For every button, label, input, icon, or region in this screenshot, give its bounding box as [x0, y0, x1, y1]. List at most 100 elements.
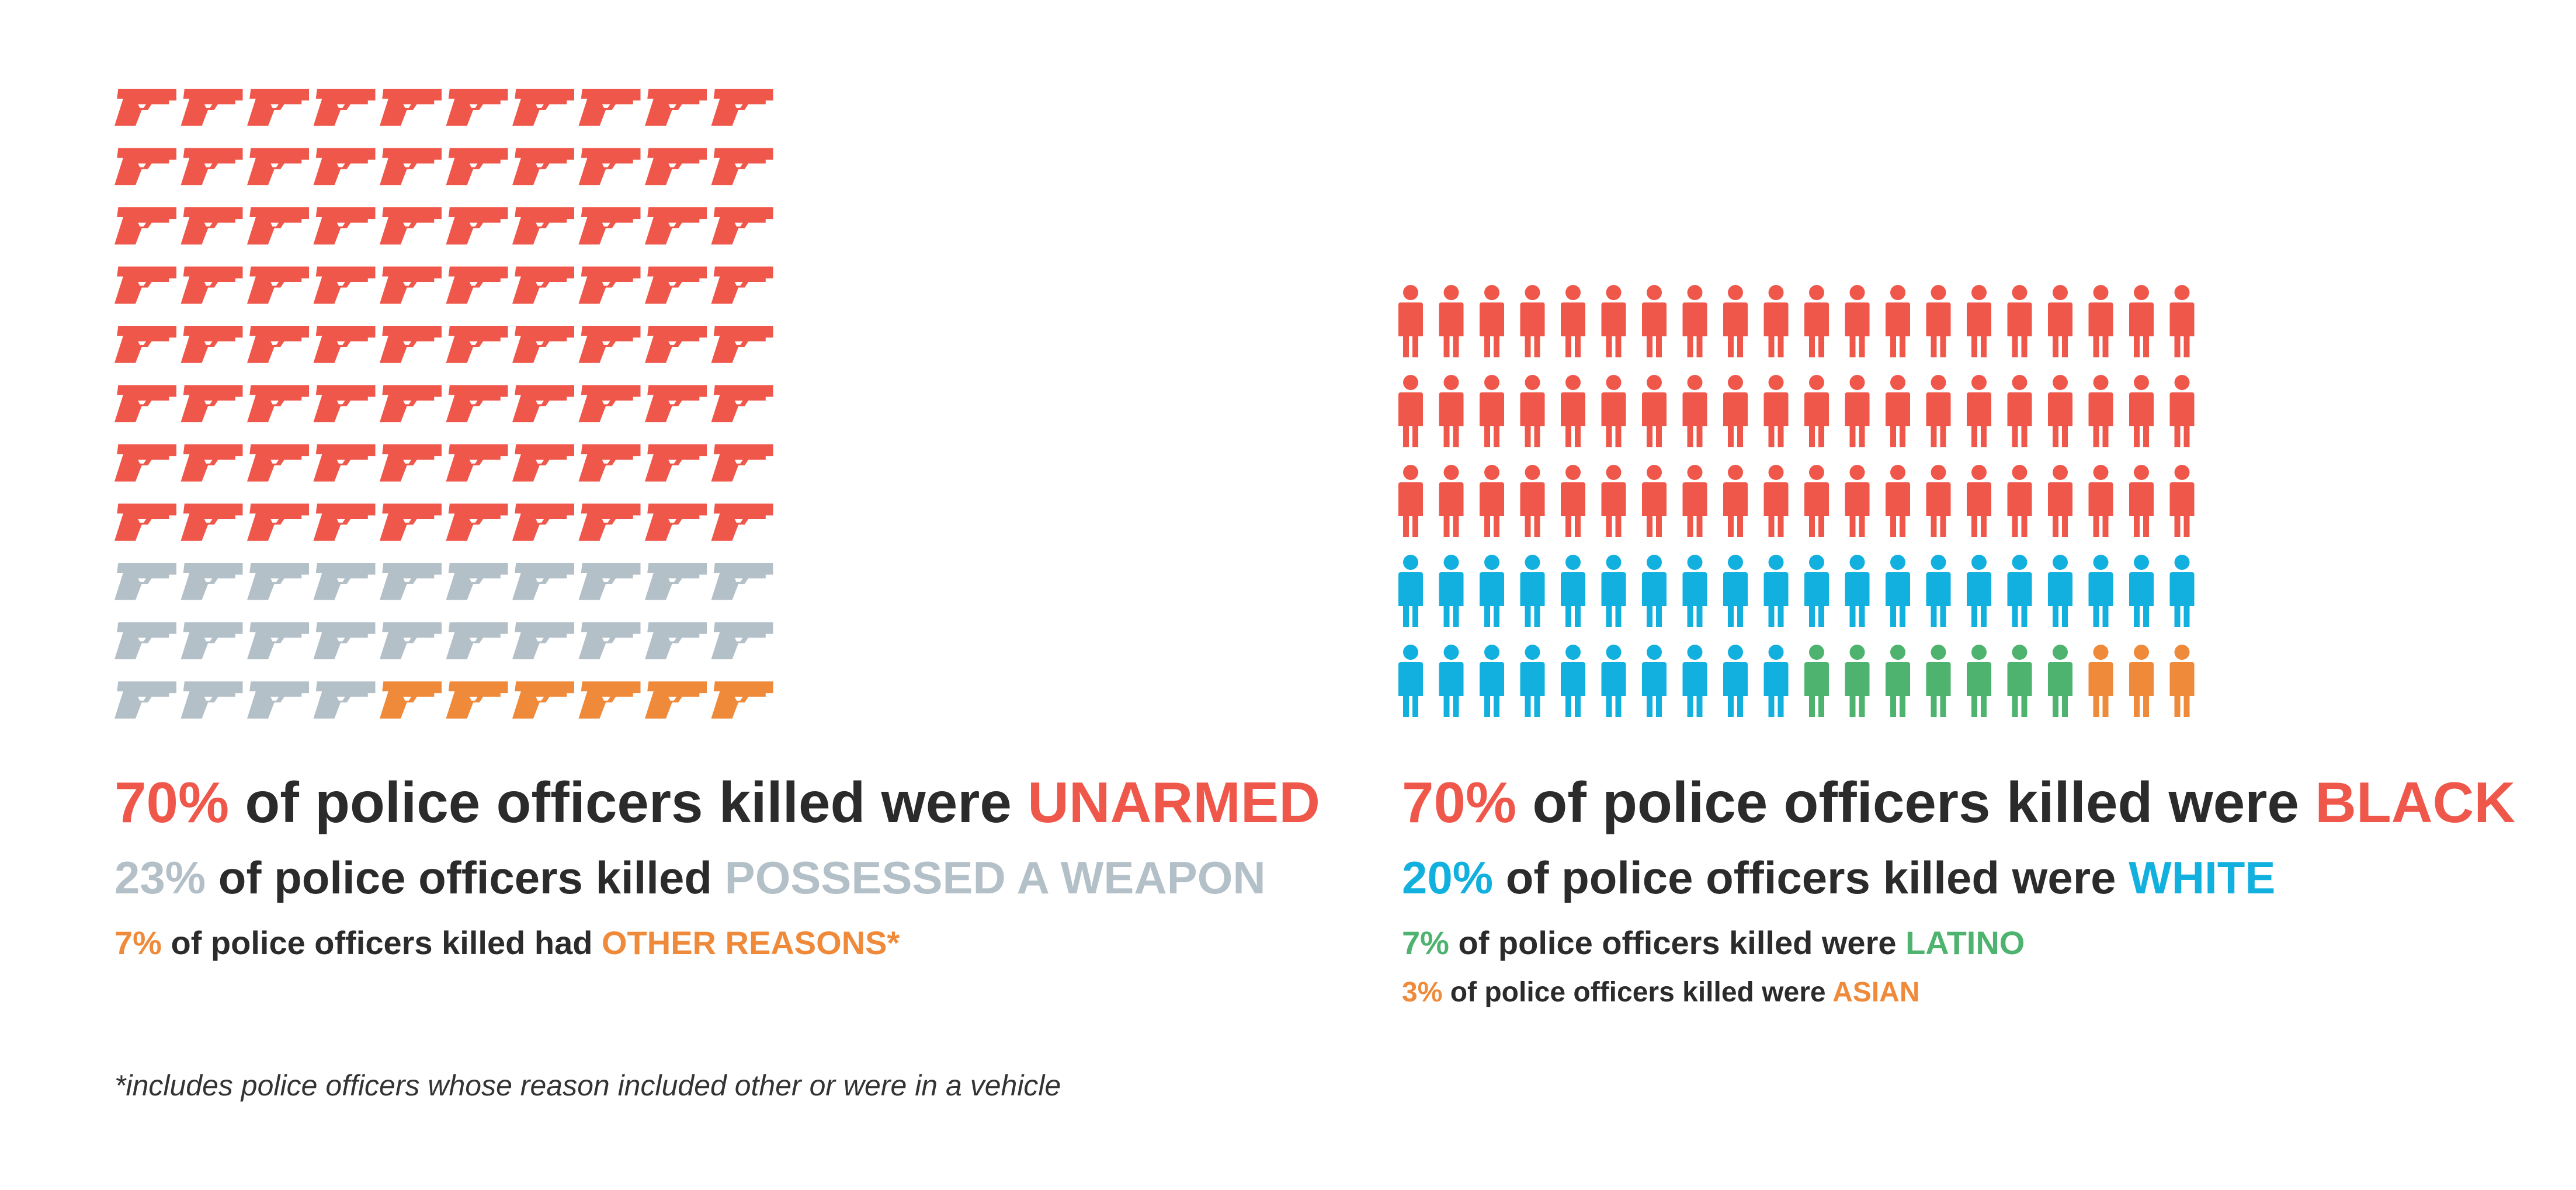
pistol-icon-unarmed: [446, 207, 508, 245]
pistol-icon-possessed-a-weapon: [446, 622, 508, 660]
pistol-icon-unarmed: [180, 503, 243, 541]
pistol-icon-possessed-a-weapon: [114, 681, 176, 719]
black-text: of police officers killed were: [1516, 770, 2315, 834]
person-icon-black: [1642, 465, 1667, 537]
person-icon-latino: [2007, 645, 2032, 717]
person-icon-black: [1398, 375, 1423, 447]
pistol-icon-unarmed: [180, 89, 243, 126]
pistol-icon-unarmed: [380, 444, 442, 482]
pistol-icon-unarmed: [247, 207, 309, 245]
person-icon-black: [1642, 375, 1667, 447]
pistol-icon-unarmed: [380, 89, 442, 126]
pistol-icon-other-reasons: [711, 681, 773, 719]
latino-statement: 7% of police officers killed were LATINO: [1402, 924, 2025, 962]
person-icon-white: [1926, 555, 1951, 627]
person-icon-black: [1398, 285, 1423, 357]
pistol-icon-unarmed: [645, 326, 707, 363]
person-icon-black: [1398, 465, 1423, 537]
pistol-icon-possessed-a-weapon: [711, 622, 773, 660]
pistol-icon-unarmed: [313, 326, 376, 363]
person-icon-black: [1561, 465, 1585, 537]
pistol-icon-unarmed: [247, 266, 309, 304]
pistol-icon-unarmed: [180, 444, 243, 482]
pistol-icon-unarmed: [711, 385, 773, 423]
pistol-icon-possessed-a-weapon: [645, 622, 707, 660]
person-icon-black: [2129, 375, 2154, 447]
person-icon-white: [1723, 555, 1748, 627]
person-icon-black: [1926, 465, 1951, 537]
pistol-icon-unarmed: [313, 385, 376, 423]
other-reasons-statement: 7% of police officers killed had OTHER R…: [114, 924, 900, 962]
person-icon-black: [2048, 375, 2072, 447]
person-icon-black: [1601, 465, 1626, 537]
pistol-icon-possessed-a-weapon: [313, 681, 376, 719]
person-icon-black: [2169, 375, 2195, 447]
white-category: WHITE: [2129, 852, 2276, 903]
pistol-icon-unarmed: [247, 444, 309, 482]
pistol-icon-possessed-a-weapon: [512, 622, 574, 660]
pistol-icon-unarmed: [645, 148, 707, 186]
person-icon-white: [1398, 555, 1423, 627]
pistol-icon-other-reasons: [512, 681, 574, 719]
person-icon-white: [1642, 555, 1667, 627]
pistol-icon-other-reasons: [578, 681, 641, 719]
person-icon-white: [2007, 555, 2032, 627]
black-percent: 70%: [1402, 770, 1517, 834]
person-icon-black: [1804, 285, 1829, 357]
person-icon-black: [1520, 375, 1545, 447]
unarmed-text: of police officers killed were: [229, 770, 1028, 834]
person-icon-white: [1520, 555, 1545, 627]
asian-text: of police officers killed were: [1442, 977, 1833, 1008]
pistol-icon-unarmed: [180, 207, 243, 245]
pistol-icon-unarmed: [180, 148, 243, 186]
person-icon-black: [1967, 375, 1991, 447]
pistol-icon-unarmed: [313, 266, 376, 304]
pistol-icon-possessed-a-weapon: [313, 563, 376, 600]
pistol-icon-unarmed: [446, 89, 508, 126]
person-icon-white: [1682, 555, 1707, 627]
person-icon-white: [1642, 645, 1667, 717]
pistol-icon-unarmed: [313, 89, 376, 126]
pistol-icon-unarmed: [180, 266, 243, 304]
pistol-icon-other-reasons: [380, 681, 442, 719]
unarmed-percent: 70%: [114, 770, 230, 834]
pistol-icon-unarmed: [512, 207, 574, 245]
pistol-icon-possessed-a-weapon: [645, 563, 707, 600]
person-icon-white: [2088, 555, 2113, 627]
other-reasons-category: OTHER REASONS*: [601, 924, 900, 961]
pistol-icon-unarmed: [247, 89, 309, 126]
pistol-icon-possessed-a-weapon: [313, 622, 376, 660]
person-icon-white: [1804, 555, 1829, 627]
weapon-statement: 23% of police officers killed POSSESSED …: [114, 851, 1266, 904]
pistol-icon-unarmed: [711, 266, 773, 304]
pistol-icon-possessed-a-weapon: [247, 622, 309, 660]
pistol-icon-possessed-a-weapon: [578, 563, 641, 600]
person-icon-black: [1886, 465, 1910, 537]
person-icon-black: [1845, 375, 1870, 447]
person-icon-white: [1480, 645, 1504, 717]
person-icon-white: [1480, 555, 1504, 627]
white-percent: 20%: [1402, 852, 1494, 903]
person-icon-latino: [1804, 645, 1829, 717]
person-icon-black: [1642, 285, 1667, 357]
person-icon-black: [2007, 285, 2032, 357]
person-icon-black: [1763, 285, 1789, 357]
person-icon-black: [1723, 285, 1748, 357]
pistol-icon-possessed-a-weapon: [711, 563, 773, 600]
person-icon-asian: [2129, 645, 2154, 717]
pistol-icon-possessed-a-weapon: [512, 563, 574, 600]
pistol-icon-unarmed: [645, 266, 707, 304]
person-icon-black: [2007, 375, 2032, 447]
person-icon-black: [1682, 465, 1707, 537]
pistol-icon-unarmed: [578, 148, 641, 186]
pistol-icon-possessed-a-weapon: [380, 563, 442, 600]
person-icon-white: [1398, 645, 1423, 717]
pistol-icon-unarmed: [578, 89, 641, 126]
person-icon-asian: [2169, 645, 2195, 717]
person-icon-white: [1845, 555, 1870, 627]
pistol-icon-unarmed: [645, 385, 707, 423]
asian-statement: 3% of police officers killed were ASIAN: [1402, 976, 1919, 1008]
pistol-icon-unarmed: [645, 207, 707, 245]
person-icon-black: [2169, 285, 2195, 357]
pistol-icon-unarmed: [645, 444, 707, 482]
